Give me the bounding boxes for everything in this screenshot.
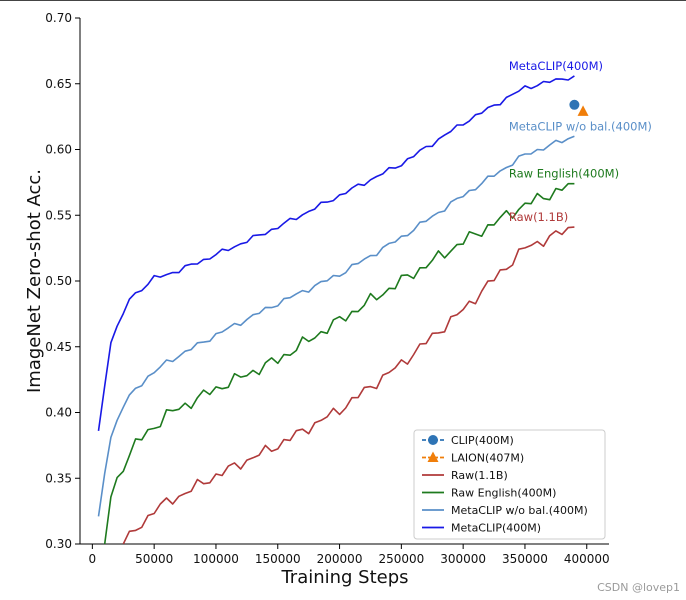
legend: CLIP(400M) LAION(407M) Raw(1.1B) Raw Englis… bbox=[413, 429, 606, 540]
y-tick-label: 0.70 bbox=[45, 11, 72, 25]
x-tick-label: 250000 bbox=[378, 552, 424, 566]
x-tick-label: 50000 bbox=[135, 552, 173, 566]
y-tick-label: 0.45 bbox=[45, 340, 72, 354]
series-line bbox=[122, 226, 575, 544]
x-axis-title: Training Steps bbox=[280, 567, 408, 588]
legend-box bbox=[413, 429, 606, 540]
x-tick-label: 0 bbox=[89, 552, 97, 566]
plot-area bbox=[97, 75, 589, 544]
y-tick-label: 0.30 bbox=[45, 537, 72, 551]
legend-label: LAION(407M) bbox=[451, 452, 524, 465]
series-line bbox=[97, 135, 575, 517]
x-tick-label: 350000 bbox=[502, 552, 548, 566]
top-border bbox=[0, 0, 686, 1]
y-tick-label: 0.60 bbox=[45, 143, 72, 157]
y-tick-label: 0.65 bbox=[45, 77, 72, 91]
y-tick-label: 0.35 bbox=[45, 471, 72, 485]
x-tick-label: 200000 bbox=[317, 552, 363, 566]
legend-label: MetaCLIP(400M) bbox=[451, 522, 541, 535]
x-tick-label: 300000 bbox=[440, 552, 486, 566]
series-label: MetaCLIP(400M) bbox=[509, 59, 603, 73]
clip-point bbox=[569, 99, 580, 110]
x-tick-label: 400000 bbox=[564, 552, 610, 566]
legend-marker bbox=[428, 435, 438, 445]
x-tick-label: 150000 bbox=[255, 552, 301, 566]
y-axis-title: ImageNet Zero-shot Acc. bbox=[24, 169, 45, 393]
y-axis: 0.30 0.35 0.40 0.45 0.50 0.55 0.60 0.65 0.70 bbox=[45, 11, 80, 551]
watermark: CSDN @lovep1 bbox=[597, 581, 680, 594]
series-line bbox=[97, 75, 575, 432]
legend-label: Raw(1.1B) bbox=[451, 469, 508, 482]
series-label: MetaCLIP w/o bal.(400M) bbox=[509, 119, 652, 133]
series-label: Raw(1.1B) bbox=[509, 210, 568, 224]
legend-label: MetaCLIP w/o bal.(400M) bbox=[451, 504, 588, 517]
laion-point bbox=[577, 105, 589, 116]
y-tick-label: 0.55 bbox=[45, 208, 72, 222]
legend-label: Raw English(400M) bbox=[451, 487, 556, 500]
x-tick-label: 100000 bbox=[193, 552, 239, 566]
legend-label: CLIP(400M) bbox=[451, 434, 514, 447]
series-label: Raw English(400M) bbox=[509, 167, 619, 181]
x-axis: 0 50000 100000 150000 200000 250000 300000 3500… bbox=[89, 544, 610, 566]
series-line bbox=[103, 182, 575, 544]
legend-marker bbox=[427, 451, 439, 462]
y-tick-label: 0.50 bbox=[45, 274, 72, 288]
series-labels: MetaCLIP(400M) MetaCLIP w/o bal.(400M) Raw… bbox=[509, 59, 652, 224]
y-tick-label: 0.40 bbox=[45, 406, 72, 420]
